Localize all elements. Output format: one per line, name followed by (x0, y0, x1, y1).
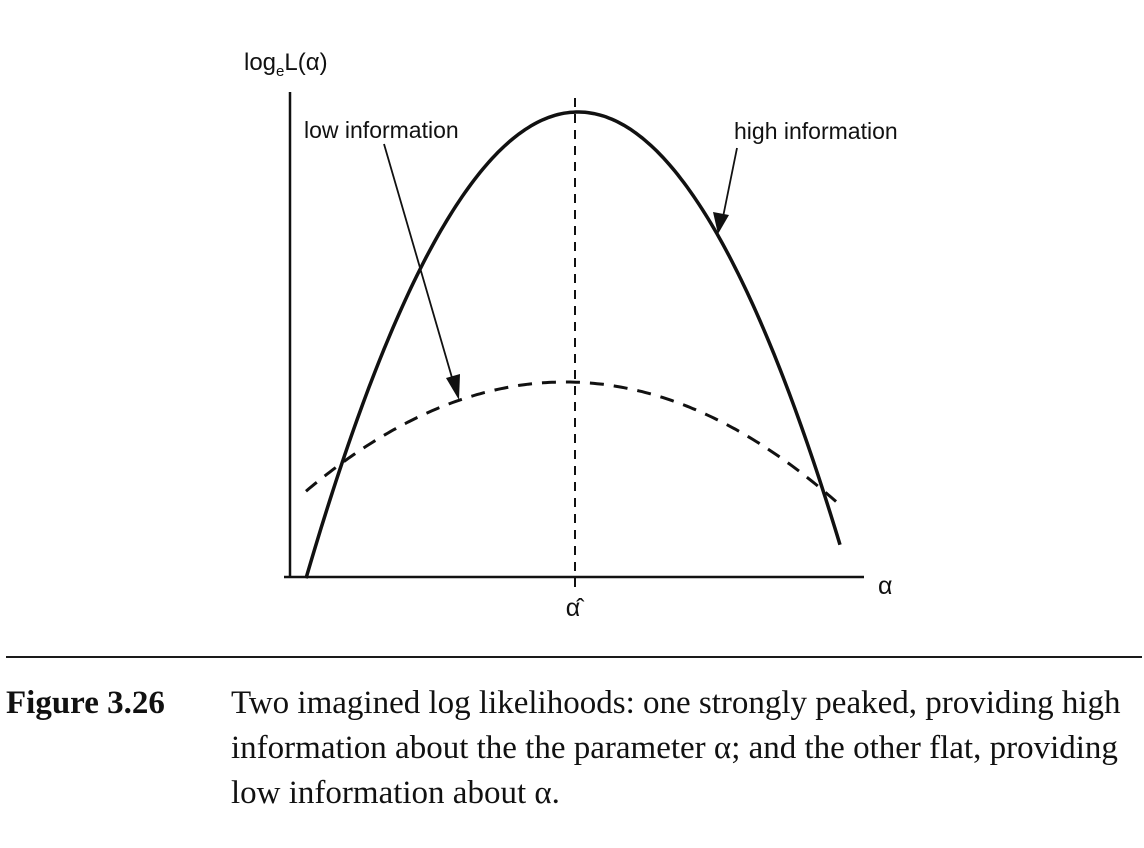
high-information-arrowhead (713, 212, 729, 234)
high-information-label: high information (734, 118, 898, 144)
x-axis-label: α (878, 572, 892, 600)
caption-label: Figure 3.26 (6, 685, 165, 721)
low-information-arrowhead (446, 374, 460, 400)
caption-text: Two imagined log likelihoods: one strong… (231, 685, 1121, 811)
y-axis-label: logeL(α) (244, 49, 328, 80)
low-information-label: low information (304, 117, 459, 143)
caption-divider (6, 656, 1142, 658)
low-information-arrow-line (383, 143, 456, 389)
high-information-arrow-line (721, 147, 738, 223)
log-likelihood-figure: logeL(α) α α̂ low information high infor… (244, 49, 898, 622)
low-information-curve (305, 380, 842, 507)
x-tick-alpha-hat: α̂ (566, 594, 585, 622)
high-information-curve (304, 110, 842, 579)
